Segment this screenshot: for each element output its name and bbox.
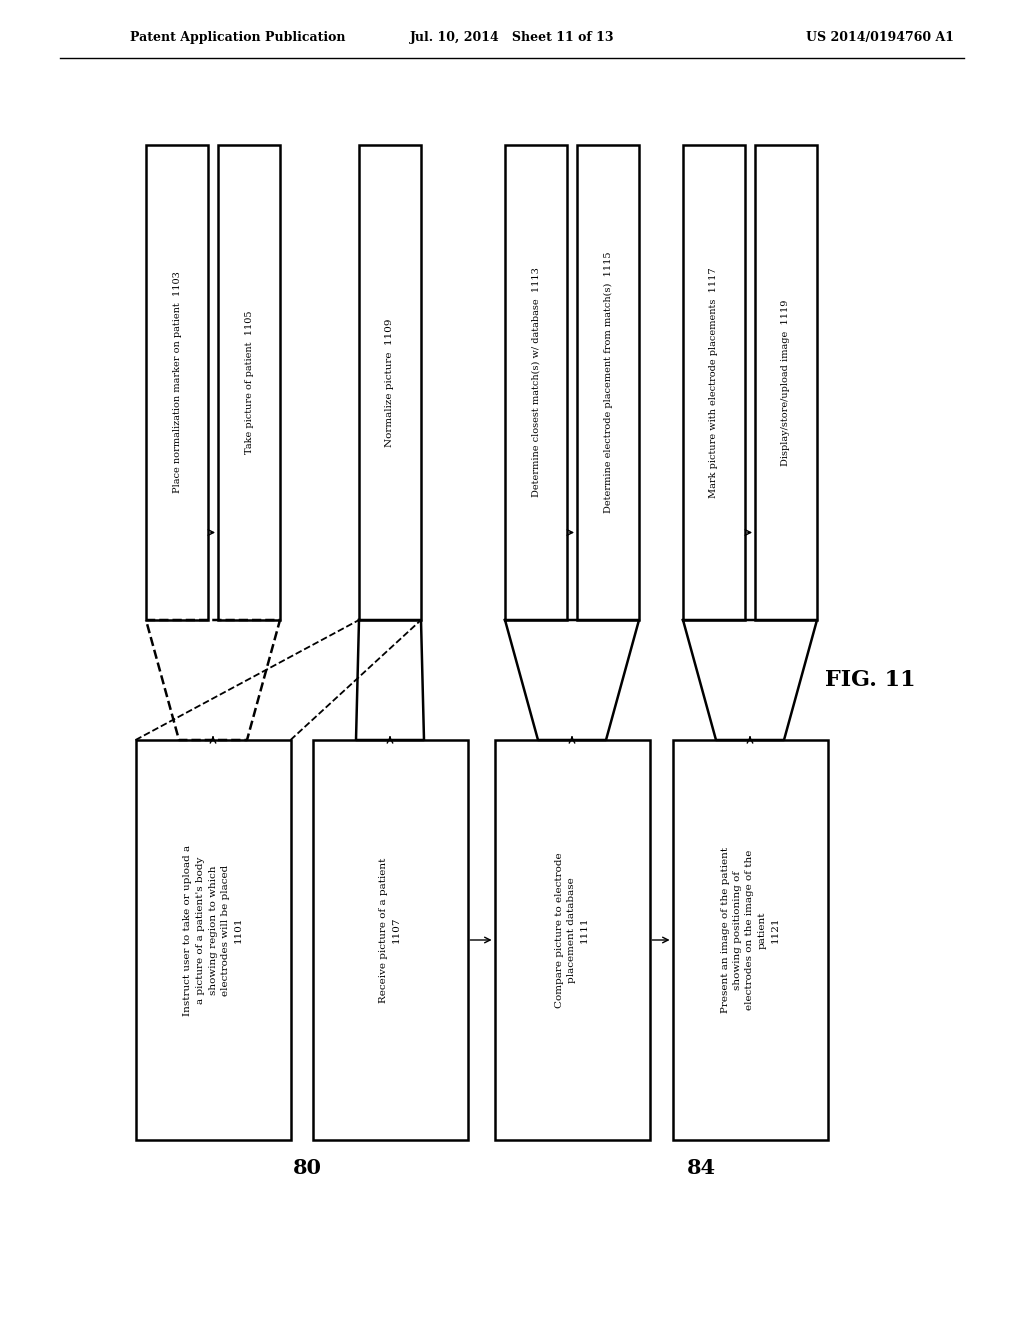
Text: Determine closest match(s) w/ database  1113: Determine closest match(s) w/ database 1…	[531, 268, 541, 498]
Text: Determine electrode placement from match(s)  1115: Determine electrode placement from match…	[603, 252, 612, 513]
Text: FIG. 11: FIG. 11	[824, 669, 915, 690]
Bar	[577, 145, 639, 620]
Text: Take picture of patient  1105: Take picture of patient 1105	[245, 310, 254, 454]
Text: 84: 84	[687, 1158, 716, 1179]
Bar	[495, 741, 649, 1140]
Polygon shape	[505, 620, 639, 741]
Text: Mark picture with electrode placements  1117: Mark picture with electrode placements 1…	[710, 267, 719, 498]
Bar	[755, 145, 817, 620]
Bar	[135, 741, 291, 1140]
Text: Normalize picture  1109: Normalize picture 1109	[385, 318, 394, 446]
Bar	[312, 741, 468, 1140]
Bar	[359, 145, 421, 620]
Text: Place normalization marker on patient  1103: Place normalization marker on patient 11…	[172, 272, 181, 494]
Polygon shape	[356, 620, 424, 741]
Text: Instruct user to take or upload a
a picture of a patient's body
showing region t: Instruct user to take or upload a a pict…	[183, 845, 243, 1015]
Text: 80: 80	[293, 1158, 322, 1179]
Bar	[146, 145, 208, 620]
Bar	[673, 741, 827, 1140]
Text: Display/store/upload image  1119: Display/store/upload image 1119	[781, 300, 791, 466]
Polygon shape	[146, 620, 280, 741]
Text: Present an image of the patient
showing positioning of
electrodes on the image o: Present an image of the patient showing …	[721, 847, 779, 1012]
Bar	[218, 145, 280, 620]
Text: US 2014/0194760 A1: US 2014/0194760 A1	[806, 32, 954, 45]
Text: Jul. 10, 2014   Sheet 11 of 13: Jul. 10, 2014 Sheet 11 of 13	[410, 32, 614, 45]
Text: Compare picture to electrode
placement database
1111: Compare picture to electrode placement d…	[555, 853, 589, 1007]
Text: Receive picture of a patient
1107: Receive picture of a patient 1107	[379, 857, 400, 1003]
Text: Patent Application Publication: Patent Application Publication	[130, 32, 345, 45]
Polygon shape	[683, 620, 817, 741]
Bar	[683, 145, 745, 620]
Bar	[505, 145, 567, 620]
